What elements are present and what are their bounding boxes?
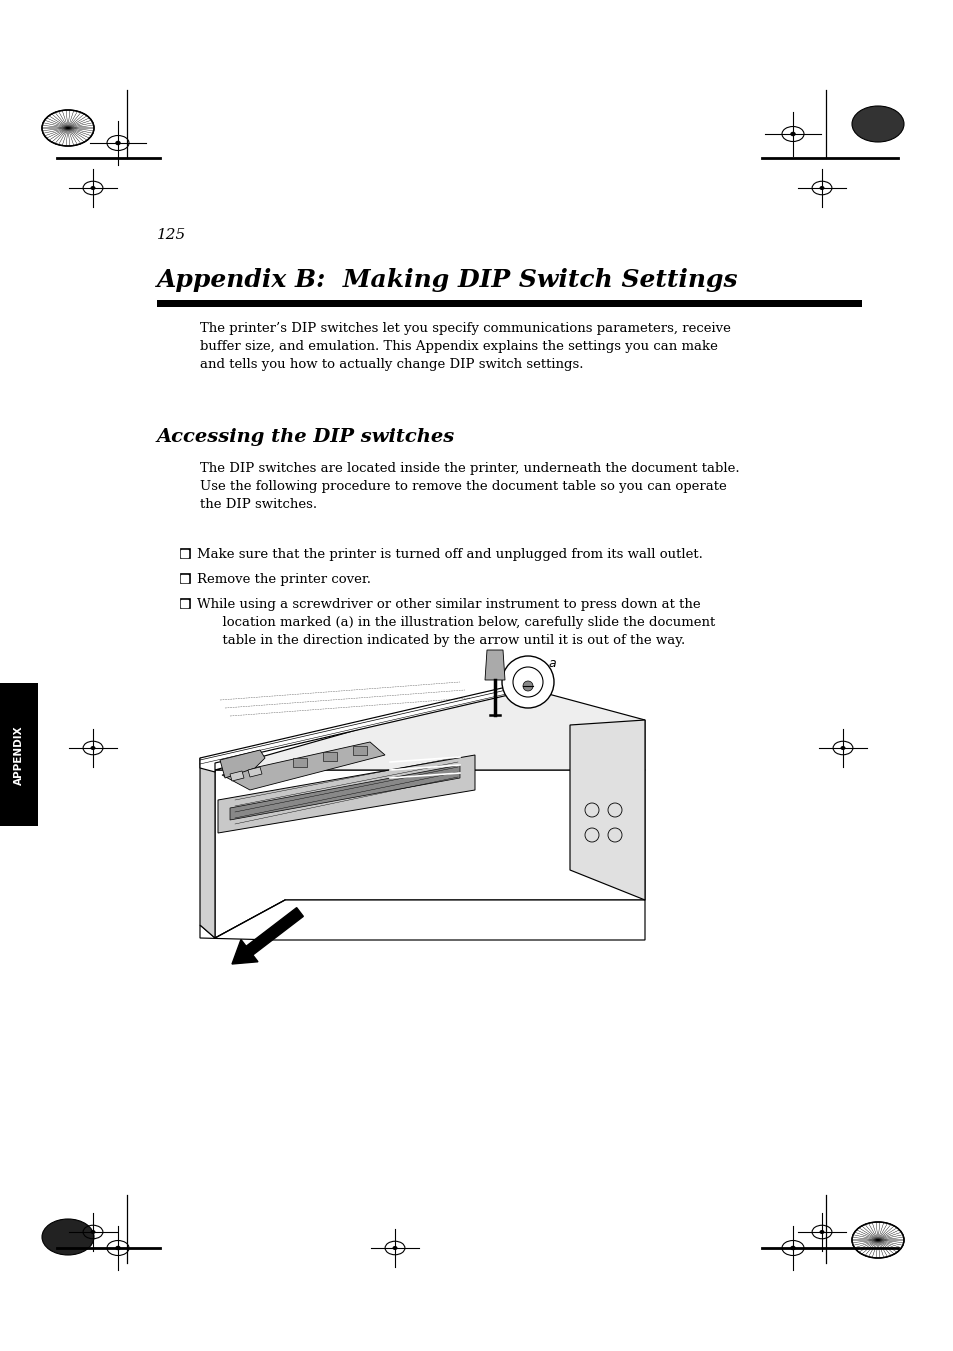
Text: a: a: [547, 657, 555, 670]
Bar: [293, 758, 307, 767]
Text: 125: 125: [157, 228, 186, 242]
Ellipse shape: [115, 141, 121, 146]
Text: Make sure that the printer is turned off and unplugged from its wall outlet.: Make sure that the printer is turned off…: [196, 549, 702, 561]
Bar: [323, 753, 336, 761]
Text: While using a screwdriver or other similar instrument to press down at the
     : While using a screwdriver or other simil…: [196, 598, 715, 647]
Bar: [180, 598, 190, 608]
Ellipse shape: [819, 186, 823, 190]
Ellipse shape: [42, 109, 94, 146]
Ellipse shape: [392, 1246, 397, 1250]
Bar: [157, 300, 862, 307]
Ellipse shape: [115, 1246, 121, 1250]
Ellipse shape: [789, 132, 795, 136]
Ellipse shape: [91, 186, 95, 190]
Ellipse shape: [819, 1229, 823, 1233]
Polygon shape: [230, 765, 459, 820]
Bar: [0, 684, 38, 825]
Bar: [181, 574, 189, 581]
Ellipse shape: [789, 1246, 795, 1250]
Polygon shape: [248, 767, 262, 777]
Polygon shape: [200, 900, 644, 940]
Ellipse shape: [840, 746, 844, 750]
Polygon shape: [484, 650, 504, 680]
Text: The DIP switches are located inside the printer, underneath the document table.
: The DIP switches are located inside the …: [200, 462, 739, 511]
Ellipse shape: [851, 105, 903, 142]
Ellipse shape: [91, 746, 95, 750]
Text: APPENDIX: APPENDIX: [14, 725, 24, 785]
Bar: [181, 600, 189, 607]
Text: Accessing the DIP switches: Accessing the DIP switches: [157, 428, 455, 446]
Ellipse shape: [851, 1223, 903, 1258]
Polygon shape: [214, 770, 644, 938]
Circle shape: [501, 657, 554, 708]
Polygon shape: [214, 685, 644, 770]
Bar: [353, 746, 367, 755]
Bar: [180, 549, 190, 558]
Ellipse shape: [42, 1219, 94, 1255]
Text: Appendix B:  Making DIP Switch Settings: Appendix B: Making DIP Switch Settings: [157, 267, 738, 292]
Text: The printer’s DIP switches let you specify communications parameters, receive
bu: The printer’s DIP switches let you speci…: [200, 322, 730, 372]
Circle shape: [513, 667, 542, 697]
Bar: [181, 550, 189, 557]
Polygon shape: [200, 758, 214, 938]
Polygon shape: [220, 750, 265, 778]
Polygon shape: [569, 720, 644, 900]
Polygon shape: [218, 755, 475, 834]
Polygon shape: [222, 742, 385, 790]
FancyArrow shape: [232, 908, 303, 965]
Polygon shape: [200, 685, 530, 771]
Polygon shape: [230, 771, 244, 781]
Ellipse shape: [91, 1229, 95, 1233]
Circle shape: [522, 681, 533, 690]
Text: Remove the printer cover.: Remove the printer cover.: [196, 573, 371, 586]
Bar: [180, 573, 190, 584]
